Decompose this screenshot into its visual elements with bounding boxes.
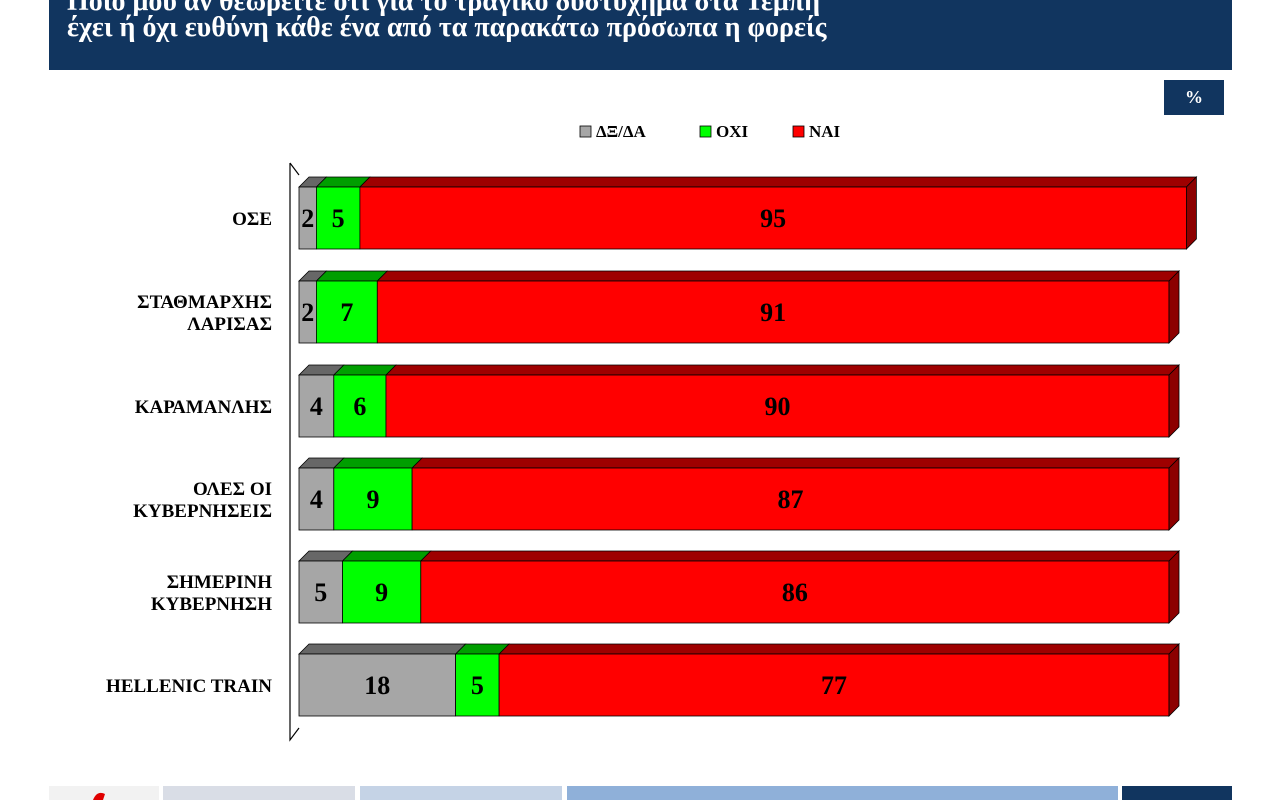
bar-segment-5-0 (298, 653, 457, 717)
category-label-line: ΣΤΑΘΜΑΡΧΗΣ (137, 292, 272, 313)
bar-segment-0-1 (315, 186, 361, 250)
category-label-line: ΟΛΕΣ ΟΙ (193, 479, 272, 500)
legend-label-0: ΔΞ/ΔΑ (596, 122, 647, 141)
bar-top-4-1 (341, 550, 432, 562)
bar-value-label-0-2: 95 (760, 204, 786, 233)
title-banner: Ποιο μου αν θεωρείτε ότι για το τραγικό … (49, 0, 1232, 70)
category-label-line: ΚΥΒΕΡΝΗΣΗ (151, 594, 272, 615)
bar-value-label-2-1: 6 (353, 392, 366, 421)
legend-swatch-1 (699, 125, 712, 138)
legend-swatch-0 (579, 125, 592, 138)
category-label-0: ΟΣΕ (232, 209, 272, 230)
category-label-4: ΣΗΜΕΡΙΝΗ ΚΥΒΕΡΝΗΣΗ (151, 572, 272, 615)
logo-mark-icon (93, 792, 105, 800)
category-label-line: ΣΗΜΕΡΙΝΗ (167, 572, 273, 593)
bar-value-label-1-0: 2 (301, 298, 314, 327)
category-label-5: HELLENIC TRAIN (106, 676, 272, 697)
footer-logo-strip (49, 786, 159, 800)
bar-value-label-5-2: 77 (821, 671, 847, 700)
bar-segment-5-2 (498, 653, 1170, 717)
bar-top-3-2 (411, 457, 1180, 469)
bar-segment-0-2 (359, 186, 1187, 250)
title-line-1: Ποιο μου αν θεωρείτε ότι για το τραγικό … (67, 0, 821, 17)
bar-segment-5-1 (455, 653, 500, 717)
bar-segment-1-2 (376, 280, 1170, 344)
bar-top-4-2 (419, 550, 1180, 562)
bar-top-1-2 (376, 270, 1180, 282)
unit-badge: % (1164, 80, 1224, 115)
bar-row-3: 4 9 87 (298, 457, 1180, 531)
legend-swatch-2 (792, 125, 805, 138)
legend-label-2: ΝΑΙ (809, 122, 841, 141)
bar-side-2 (1168, 364, 1180, 438)
bar-top-0-2 (358, 176, 1198, 188)
bar-value-label-4-0: 5 (314, 578, 327, 607)
bar-top-5-2 (498, 643, 1180, 655)
bar-value-label-1-2: 91 (760, 298, 786, 327)
category-label-3: ΟΛΕΣ ΟΙ ΚΥΒΕΡΝΗΣΕΙΣ (133, 479, 272, 522)
footer-strip-4 (567, 786, 1118, 800)
bar-segment-3-2 (411, 467, 1170, 531)
bar-value-label-3-2: 87 (778, 485, 804, 514)
bar-value-label-5-1: 5 (471, 671, 484, 700)
bar-top-1-1 (315, 270, 389, 282)
bar-side-3 (1168, 457, 1180, 531)
bar-value-label-0-0: 2 (301, 204, 314, 233)
bar-value-label-3-1: 9 (366, 485, 379, 514)
bar-segment-4-0 (298, 560, 343, 624)
bar-top-2-1 (332, 364, 397, 376)
bar-segment-1-1 (315, 280, 378, 344)
bar-side-0 (1186, 176, 1197, 250)
bar-value-label-2-0: 4 (310, 392, 323, 421)
category-label-line: ΛΑΡΙΣΑΣ (187, 314, 272, 335)
bar-segment-2-1 (333, 374, 387, 438)
bar-segment-4-1 (342, 560, 422, 624)
bar-top-2-2 (385, 364, 1180, 376)
axis-wall-top (289, 162, 300, 176)
footer-strip-3 (360, 786, 562, 800)
bar-value-label-3-0: 4 (310, 485, 323, 514)
footer-strip-5 (1122, 786, 1232, 800)
bar-top-3-1 (332, 457, 424, 469)
title-line-2: έχει ή όχι ευθύνη κάθε ένα από τα παρακά… (67, 12, 827, 43)
bar-top-5-0 (298, 643, 467, 655)
bar-segment-2-2 (385, 374, 1170, 438)
category-label-line: ΟΣΕ (232, 209, 272, 230)
axis-wall-line (289, 163, 300, 742)
bar-side-4 (1168, 550, 1180, 624)
bar-side-1 (1168, 270, 1180, 344)
bar-value-label-4-1: 9 (375, 578, 388, 607)
legend-label-1: ΟΧΙ (716, 122, 749, 141)
bar-row-5: 18 5 77 (298, 643, 1180, 717)
bar-value-label-2-2: 90 (765, 392, 791, 421)
bar-value-label-1-1: 7 (340, 298, 353, 327)
bar-value-label-4-2: 86 (782, 578, 808, 607)
bar-segment-3-1 (333, 467, 413, 531)
bar-value-label-5-0: 18 (364, 671, 390, 700)
category-label-1: ΣΤΑΘΜΑΡΧΗΣ ΛΑΡΙΣΑΣ (137, 292, 272, 335)
bar-value-label-0-1: 5 (332, 204, 345, 233)
bar-segment-4-2 (420, 560, 1170, 624)
category-label-line: ΚΑΡΑΜΑΝΛΗΣ (135, 397, 272, 418)
bar-side-5 (1168, 643, 1180, 717)
category-label-2: ΚΑΡΑΜΑΝΛΗΣ (135, 397, 272, 418)
chart-legend: ΔΞ/ΔΑ ΟΧΙ ΝΑΙ (579, 122, 841, 141)
category-label-line: ΚΥΒΕΡΝΗΣΕΙΣ (133, 501, 272, 522)
category-label-line: HELLENIC TRAIN (106, 676, 272, 697)
bar-row-0: 2 5 95 (298, 176, 1198, 250)
footer-strip-2 (163, 786, 355, 800)
bar-segment-2-0 (298, 374, 335, 438)
bar-row-1: 2 7 91 (298, 270, 1180, 344)
chart-axis (289, 162, 300, 742)
bar-row-4: 5 9 86 (298, 550, 1180, 624)
bar-row-2: 4 6 90 (298, 364, 1180, 438)
